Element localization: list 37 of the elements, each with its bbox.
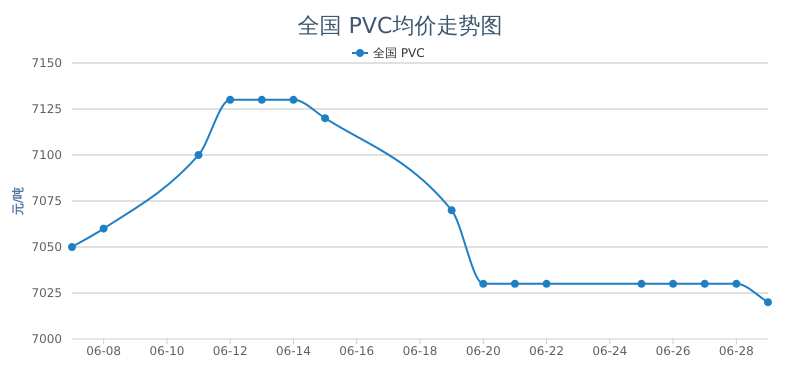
- y-tick-label: 7100: [31, 148, 62, 162]
- point: [258, 96, 266, 104]
- point: [68, 243, 76, 251]
- y-tick-label: 7150: [31, 56, 62, 70]
- point: [732, 280, 740, 288]
- legend-label: 全国 PVC: [373, 46, 425, 60]
- x-tick-label: 06-12: [212, 344, 248, 358]
- x-tick-label: 06-16: [339, 344, 374, 358]
- x-tick-label: 06-28: [718, 344, 754, 358]
- point: [510, 280, 519, 288]
- y-tick-label: 7025: [31, 286, 62, 300]
- point: [100, 224, 108, 233]
- y-tick-label: 7050: [31, 240, 62, 254]
- x-tick-label: 06-08: [86, 344, 122, 358]
- point: [321, 114, 330, 122]
- chart-title: 全国 PVC均价走势图: [298, 14, 502, 39]
- y-tick-label: 7075: [31, 194, 62, 208]
- x-tick-label: 06-24: [592, 344, 628, 358]
- point: [289, 96, 298, 104]
- point: [764, 298, 772, 306]
- point: [479, 280, 488, 288]
- x-tick-label: 06-26: [656, 344, 691, 358]
- point: [542, 280, 551, 288]
- x-tick-label: 06-20: [466, 344, 501, 358]
- point: [669, 280, 678, 288]
- point: [637, 280, 646, 288]
- point: [194, 151, 203, 159]
- x-tick-label: 06-14: [276, 344, 311, 358]
- y-tick-label: 7000: [31, 332, 62, 346]
- x-tick-label: 06-18: [402, 344, 438, 358]
- point: [448, 206, 456, 214]
- x-tick-label: 06-10: [149, 344, 184, 358]
- y-axis-title: 元/吨: [11, 186, 25, 216]
- y-tick-label: 7125: [31, 102, 62, 116]
- point: [700, 280, 709, 288]
- x-tick-label: 06-22: [529, 344, 564, 358]
- point: [226, 96, 234, 104]
